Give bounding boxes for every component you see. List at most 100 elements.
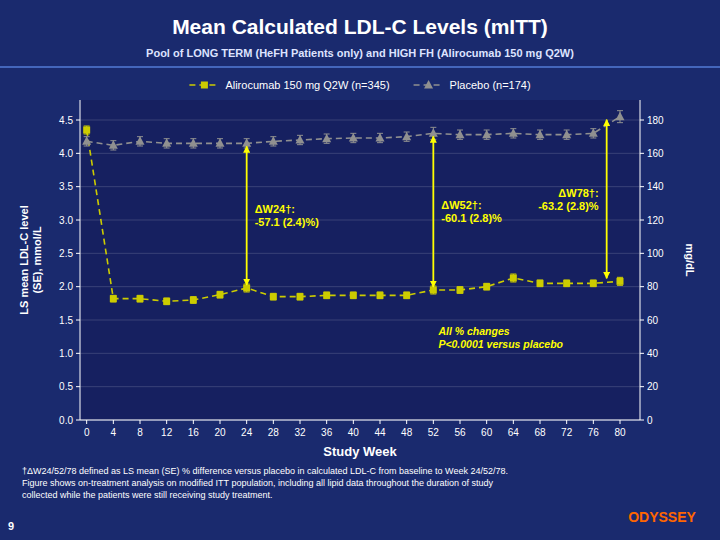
point [322,134,331,143]
y-tick-label: 1.0 [59,348,73,359]
x-tick-label: 72 [561,427,573,438]
annotations: ΔW24†:-57.1 (2.4)%)ΔW52†:-60.1 (2.8)%ΔW7… [247,120,607,287]
error-bar [190,297,196,304]
legend-item: Alirocumab 150 mg Q2W (n=345) [189,79,389,91]
point [110,295,117,302]
x-tick [326,420,327,424]
y2-tick [640,186,644,187]
y-tick-label: 0.0 [59,415,73,426]
series [82,111,624,150]
y2-tick [640,286,644,287]
point [456,130,465,139]
point [190,297,197,304]
annotation-arrow [606,120,608,279]
point [296,135,305,144]
x-tick-label: 36 [321,427,333,438]
point [430,287,437,294]
point [323,292,330,299]
y-tick [76,320,80,321]
point [376,133,385,142]
y-tick-label: 1.5 [59,315,73,326]
y-tick [76,420,80,421]
text-line: Figure shows on-treatment analysis on mo… [22,478,494,488]
x-tick [193,420,194,424]
y2-tick [640,153,644,154]
text-line: P<0.0001 versus placebo [438,338,563,350]
y2-tick-label: 120 [647,215,664,226]
point [563,280,570,287]
point [162,138,171,147]
y-tick [76,286,80,287]
y-tick [76,186,80,187]
y-ticks: 0.00.51.01.52.02.53.03.54.04.5 [59,115,80,426]
legend-marker [201,82,208,89]
y2-tick [640,420,644,421]
point [297,293,304,300]
error-bar [84,126,90,134]
y2-axis-label: mg/dL [684,244,696,277]
y2-tick [640,320,644,321]
x-tick-label: 32 [294,427,306,438]
point [217,291,224,298]
point [216,138,225,147]
y2-axis-label-group: mg/dL [684,244,696,277]
grid-line [80,120,640,121]
title: Mean Calculated LDL-C Levels (mITT) [172,15,548,38]
x-tick [433,420,434,424]
text-line: ΔW78†: [558,187,598,199]
grid-line [80,153,640,154]
chart: Mean Calculated LDL-C Levels (mITT)Pool … [0,0,720,540]
point [270,293,277,300]
y-tick [76,386,80,387]
x-tick [273,420,274,424]
grid [80,120,640,420]
x-axis-label: Study Week [323,444,397,459]
point [590,280,597,287]
error-bar [137,295,143,302]
x-tick-label: 28 [268,427,280,438]
text-line: †ΔW24/52/78 defined as LS mean (SE) % di… [22,466,508,476]
y2-tick-label: 160 [647,148,664,159]
text-line: (SE), mmol/L [31,226,43,294]
y2-tick [640,120,644,121]
point [616,112,625,121]
series [83,126,623,305]
grid-line [80,386,640,387]
y2-tick-label: 180 [647,115,664,126]
x-tick [566,420,567,424]
point [269,136,278,145]
legend-label: Placebo (n=174) [450,79,531,91]
error-bar [244,284,250,292]
y-tick [76,353,80,354]
x-ticks: 048121620242832364044485256606468727680 [84,420,626,438]
text-line: All % changes [437,325,509,337]
legend: Alirocumab 150 mg Q2W (n=345) Placebo (n=… [189,79,530,91]
error-bar [617,277,623,285]
point [536,130,545,139]
x-tick [353,420,354,424]
x-tick-label: 8 [137,427,143,438]
y2-tick-label: 0 [647,415,653,426]
x-tick [166,420,167,424]
text-line: collected while the patients were still … [22,490,273,500]
footnote: †ΔW24/52/78 defined as LS mean (SE) % di… [22,466,508,500]
legend-item: Placebo (n=174) [414,79,531,91]
error-bar [404,292,410,299]
y-tick-label: 4.5 [59,115,73,126]
x-tick [140,420,141,424]
x-tick [513,420,514,424]
point [82,136,91,145]
y2-tick [640,220,644,221]
error-bar [537,280,543,287]
legend-label: Alirocumab 150 mg Q2W (n=345) [225,79,389,91]
error-bar [217,291,223,298]
error-bar [377,292,383,299]
point [189,138,198,147]
x-tick-label: 20 [214,427,226,438]
error-bar [297,293,303,300]
y-axis-label: LS mean LDL-C level(SE), mmol/L [18,205,43,314]
y2-tick-label: 40 [647,348,659,359]
point [589,128,598,137]
annotation-label: ΔW52†:-60.1 (2.8)% [441,199,502,224]
annotation-label: ΔW78†:-63.2 (2.8)% [538,187,599,212]
